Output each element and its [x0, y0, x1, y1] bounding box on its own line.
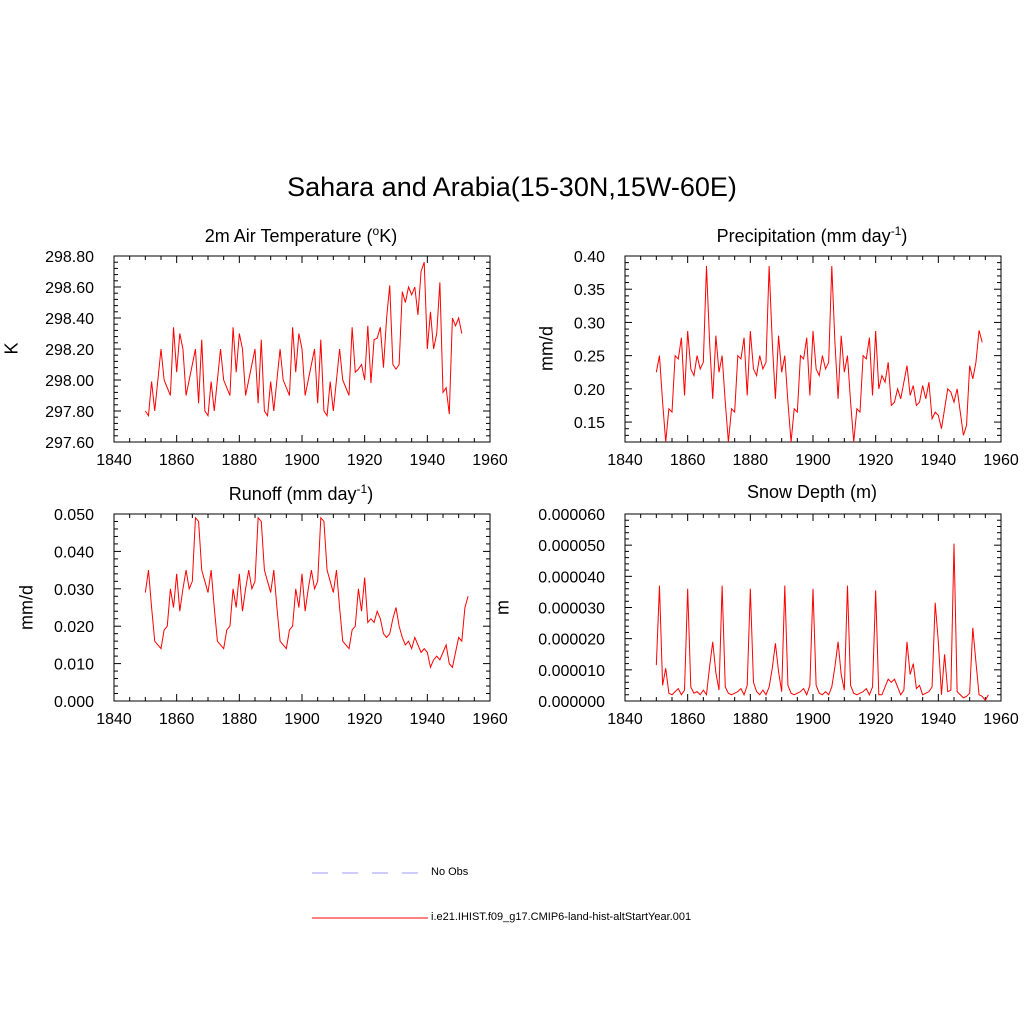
x-tick-label: 1940 [921, 711, 957, 728]
x-tick-label: 1940 [410, 711, 446, 728]
y-tick-label: 0.40 [574, 249, 605, 266]
x-tick-label: 1900 [284, 711, 320, 728]
y-tick-label: 0.20 [574, 382, 605, 399]
x-tick-label: 1920 [347, 711, 383, 728]
y-tick-label: 0.000000 [538, 694, 605, 711]
y-tick-label: 297.80 [45, 404, 94, 421]
series-line [655, 543, 989, 702]
y-tick-label: 0.000020 [538, 632, 605, 649]
x-tick-label: 1860 [159, 711, 195, 728]
x-tick-label: 1880 [222, 711, 258, 728]
x-tick-label: 1920 [858, 711, 894, 728]
x-tick-label: 1840 [96, 711, 132, 728]
y-tick-label: 0.000030 [538, 601, 605, 618]
y-tick-label: 0.30 [574, 315, 605, 332]
y-tick-label: 0.25 [574, 349, 605, 366]
plot-frame [624, 513, 1002, 702]
panel-title-sup: -1 [890, 224, 902, 238]
panel-title-main: 2m Air Temperature ( [204, 226, 373, 246]
y-tick-label: 0.020 [54, 619, 94, 636]
y-tick-label: 0.35 [574, 282, 605, 299]
panel-title-main: Runoff (mm day [228, 484, 357, 504]
x-tick-label: 1900 [795, 452, 831, 469]
x-tick-label: 1920 [858, 452, 894, 469]
y-tick-label: 0.010 [54, 657, 94, 674]
series-line [655, 265, 983, 443]
y-tick-label: 298.80 [45, 249, 94, 266]
x-tick-label: 1860 [159, 452, 195, 469]
panel-title-sup: o [372, 224, 380, 238]
panel-title-snow-depth: Snow Depth (m) [612, 482, 1012, 503]
plot-frame [113, 513, 491, 702]
y-tick-label: 0.000 [54, 694, 94, 711]
plot-frame [624, 255, 1002, 443]
panel-title-precipitation: Precipitation (mm day-1) [612, 224, 1012, 247]
y-tick-label: 0.040 [54, 544, 94, 561]
panel-title-main: Precipitation (mm day [716, 226, 891, 246]
panel-title-end: ) [367, 484, 374, 504]
panel-title-sup: -1 [356, 482, 368, 496]
y-tick-label: 298.00 [45, 373, 94, 390]
panel-title-runoff: Runoff (mm day-1) [101, 482, 501, 505]
x-tick-label: 1880 [222, 452, 258, 469]
y-tick-label: 0.000050 [538, 538, 605, 555]
y-tick-label: 298.40 [45, 311, 94, 328]
panel-title-end: K) [379, 226, 398, 246]
y-tick-label: 0.15 [574, 415, 605, 432]
y-tick-label: 297.60 [45, 435, 94, 452]
x-tick-label: 1860 [670, 711, 706, 728]
y-tick-label: 0.030 [54, 582, 94, 599]
x-tick-label: 1940 [921, 452, 957, 469]
legend-obs-label: No Obs [431, 866, 469, 878]
series-line [144, 516, 469, 670]
x-tick-label: 1960 [472, 452, 508, 469]
x-tick-label: 1960 [472, 711, 508, 728]
x-tick-label: 1880 [733, 711, 769, 728]
y-tick-label: 298.60 [45, 280, 94, 297]
x-tick-label: 1900 [284, 452, 320, 469]
x-tick-label: 1960 [983, 711, 1019, 728]
x-tick-label: 1960 [983, 452, 1019, 469]
figure-title: Sahara and Arabia(15-30N,15W-60E) [287, 172, 737, 202]
x-tick-label: 1900 [795, 711, 831, 728]
panel-title-temperature: 2m Air Temperature (oK) [101, 224, 501, 247]
y-tick-label: 0.000040 [538, 569, 605, 586]
x-tick-label: 1840 [607, 711, 643, 728]
y-tick-label: 0.000060 [538, 507, 605, 524]
legend-model-label: i.e21.IHIST.f09_g17.CMIP6-land-hist-altS… [431, 911, 692, 923]
panel-title-end: ) [901, 226, 908, 246]
x-tick-label: 1880 [733, 452, 769, 469]
y-tick-label: 0.000010 [538, 663, 605, 680]
series-line [144, 262, 463, 418]
x-tick-label: 1840 [607, 452, 643, 469]
x-tick-label: 1840 [96, 452, 132, 469]
y-tick-label: 0.050 [54, 507, 94, 524]
y-tick-label: 298.20 [45, 342, 94, 359]
x-tick-label: 1940 [410, 452, 446, 469]
panel-title-main: Snow Depth (m) [746, 482, 878, 502]
x-tick-label: 1920 [347, 452, 383, 469]
x-tick-label: 1860 [670, 452, 706, 469]
